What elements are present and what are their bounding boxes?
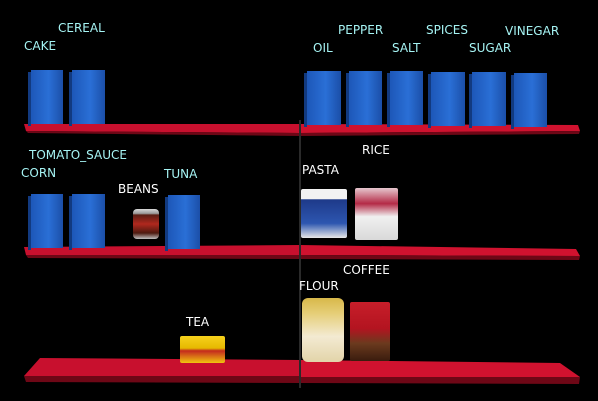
label-corn: CORN — [21, 166, 57, 180]
label-oil: OIL — [313, 41, 333, 55]
tuna-box[interactable] — [165, 195, 200, 251]
cereal-box[interactable] — [69, 70, 105, 126]
sugar-box[interactable] — [469, 72, 506, 128]
shelf-middle-right — [300, 245, 580, 260]
label-cereal: CEREAL — [58, 21, 105, 35]
label-rice: RICE — [362, 143, 390, 157]
label-tuna: TUNA — [164, 167, 198, 181]
tea-box[interactable] — [180, 336, 225, 363]
label-beans: BEANS — [118, 182, 159, 196]
label-coffee: COFFEE — [343, 263, 390, 277]
pasta-package[interactable] — [301, 189, 347, 238]
shelf-middle-left — [24, 245, 300, 259]
salt-box[interactable] — [387, 71, 423, 127]
oil-box[interactable] — [304, 71, 341, 127]
corn-box[interactable] — [28, 194, 63, 250]
coffee-package[interactable] — [350, 302, 390, 361]
label-flour: FLOUR — [299, 279, 339, 293]
shelf-bottom-left — [24, 358, 300, 383]
pepper-box[interactable] — [346, 71, 382, 127]
tomato-sauce-box[interactable] — [69, 194, 105, 250]
flour-bag[interactable] — [302, 298, 344, 362]
shelf-top-left — [24, 124, 300, 136]
label-spices: SPICES — [426, 23, 468, 37]
label-cake: CAKE — [24, 39, 57, 53]
cake-box[interactable] — [28, 70, 63, 126]
label-sugar: SUGAR — [469, 41, 512, 55]
vinegar-box[interactable] — [511, 73, 547, 129]
rice-package[interactable] — [355, 188, 398, 240]
label-pepper: PEPPER — [338, 23, 384, 37]
shelf-bottom-right — [300, 360, 580, 384]
label-tea: TEA — [186, 315, 210, 329]
label-salt: SALT — [392, 41, 421, 55]
label-tomato-sauce: TOMATO_SAUCE — [29, 148, 127, 162]
label-vinegar: VINEGAR — [505, 24, 560, 38]
beans-can[interactable] — [133, 209, 159, 239]
spices-box[interactable] — [428, 72, 465, 128]
label-pasta: PASTA — [302, 163, 339, 177]
shelf-top-right — [300, 124, 580, 136]
